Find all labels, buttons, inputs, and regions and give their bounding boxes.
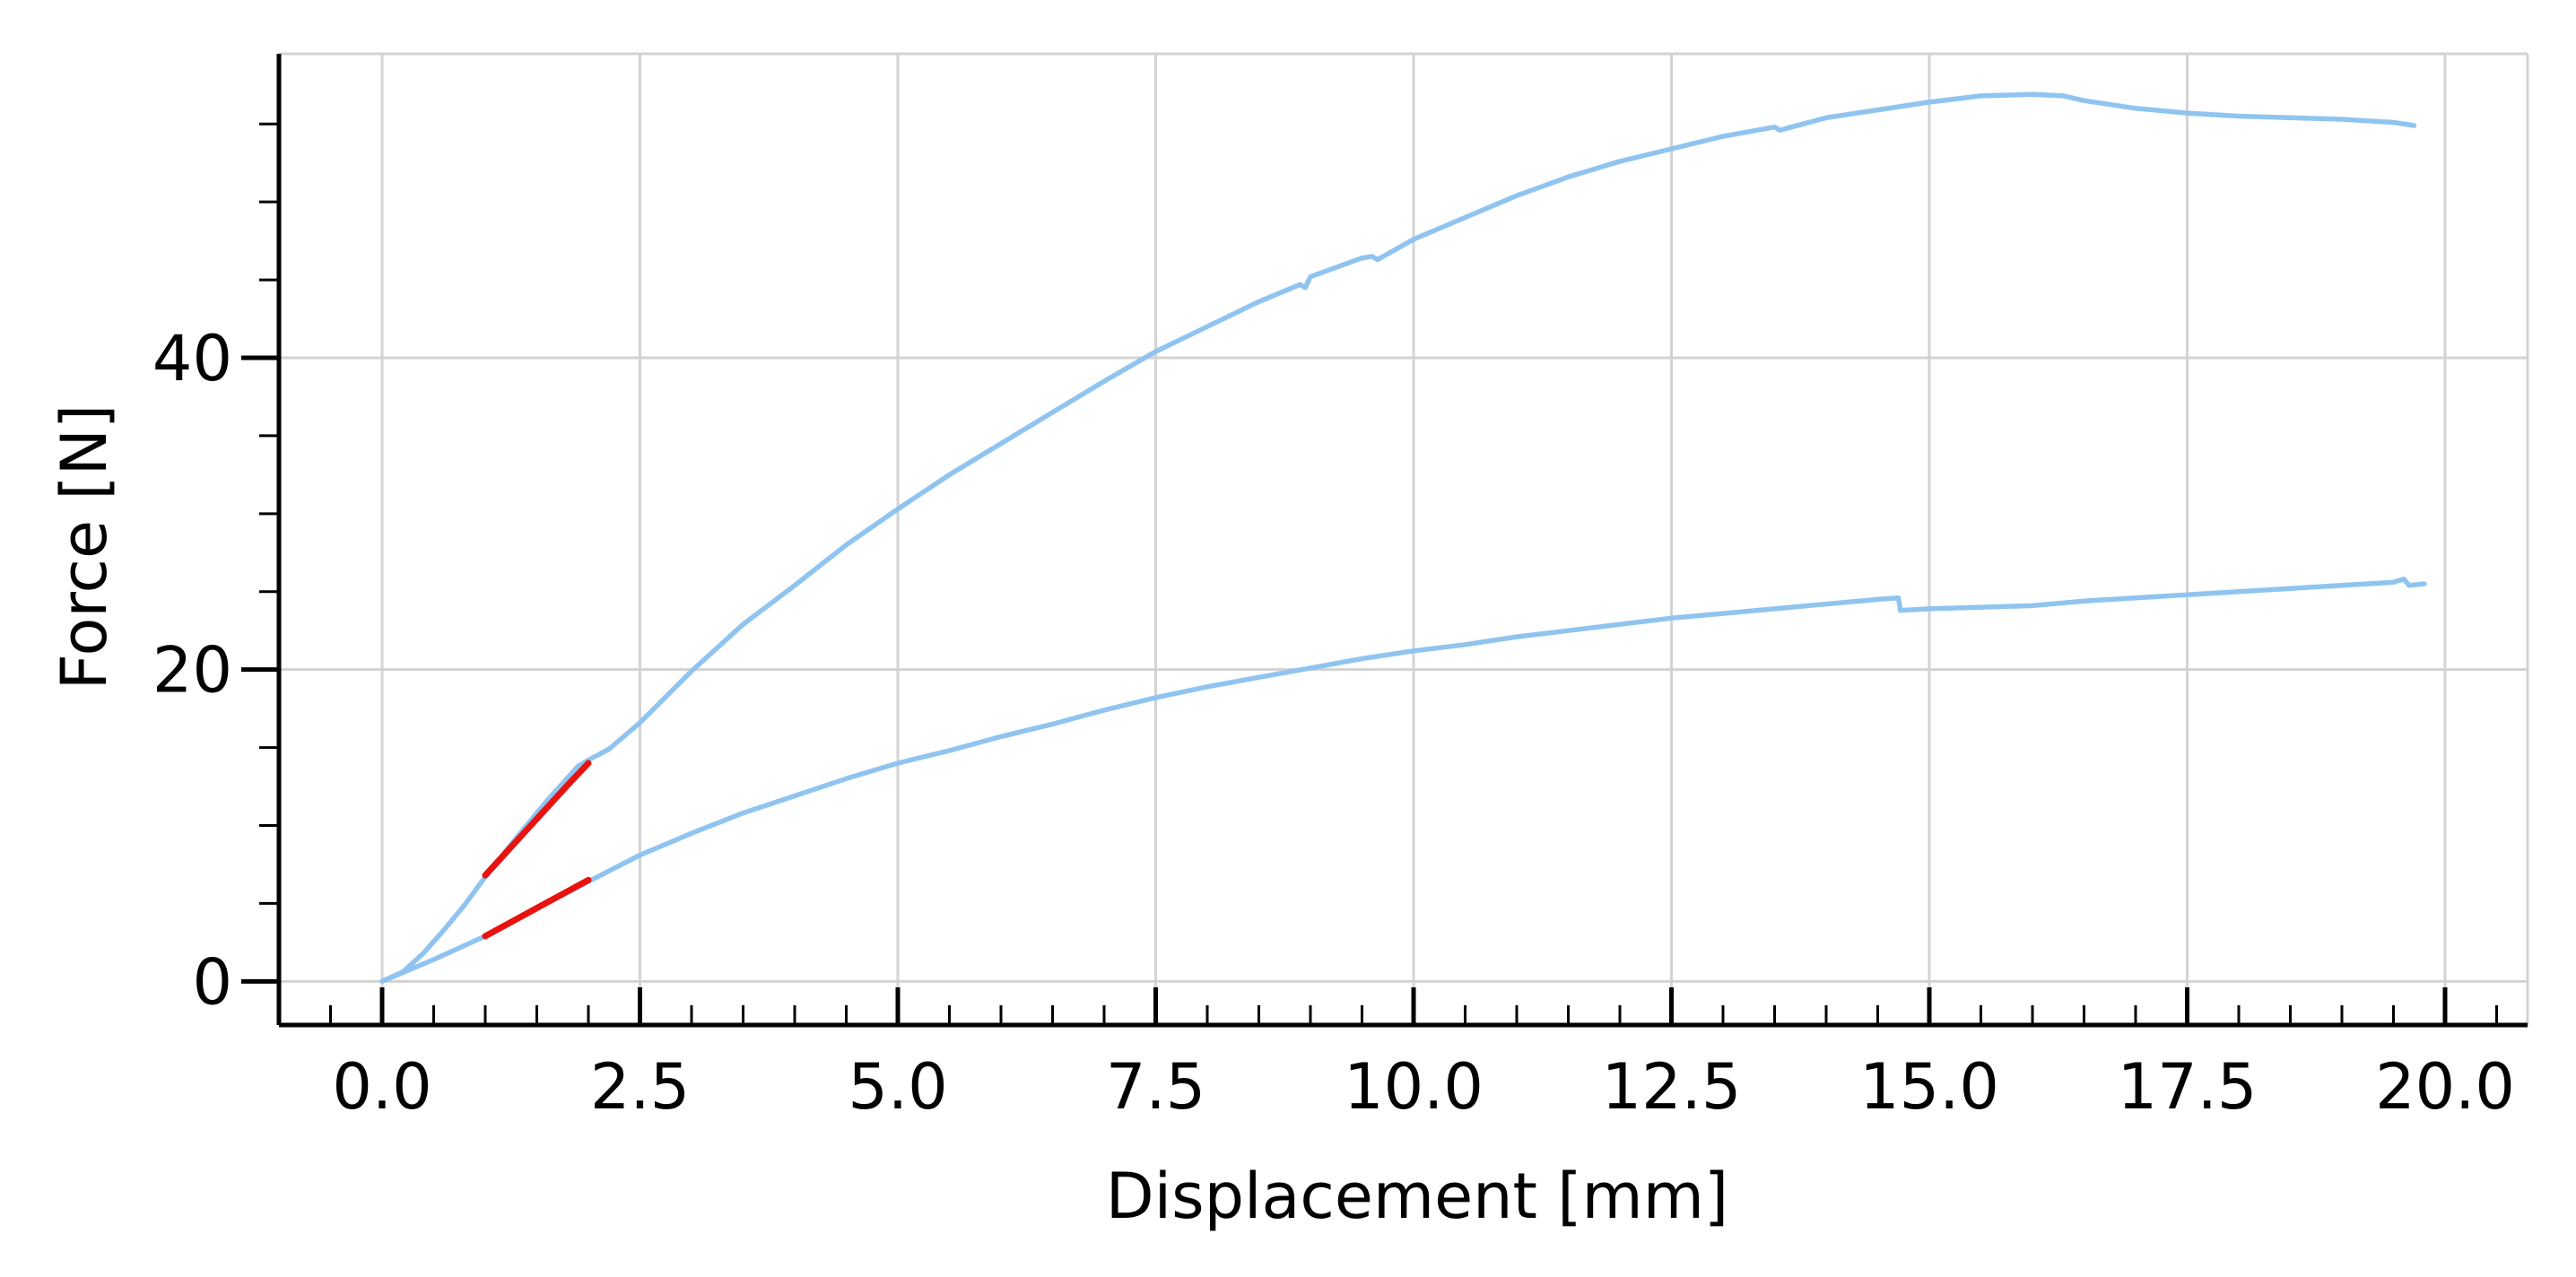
fit-line-2 — [482, 760, 592, 879]
y-tick-label: 40 — [152, 322, 232, 395]
curve-line-1 — [379, 577, 2427, 985]
tick-marks — [241, 122, 2498, 1025]
plot-frame — [279, 52, 2529, 1025]
x-tick-label: 10.0 — [1344, 1050, 1484, 1124]
x-tick-label: 15.0 — [1859, 1050, 1999, 1124]
x-tick-label: 12.5 — [1602, 1050, 1742, 1124]
y-tick-label: 0 — [192, 945, 232, 1019]
tick-labels: 0.0 2.5 5.0 7.5 10.0 12.5 15.0 17.5 20.0 0 20 40 — [152, 322, 2515, 1124]
fit-line-3 — [482, 876, 592, 940]
x-axis-title: Displacement [mm] — [1106, 1160, 1728, 1233]
grid-lines — [279, 54, 2528, 1025]
x-tick-label: 17.5 — [2118, 1050, 2258, 1124]
y-tick-label: 20 — [152, 634, 232, 708]
x-tick-label: 2.5 — [590, 1050, 690, 1124]
x-tick-label: 5.0 — [848, 1050, 947, 1124]
x-tick-label: 0.0 — [332, 1050, 431, 1124]
x-tick-label: 7.5 — [1106, 1050, 1205, 1124]
x-tick-label: 20.0 — [2375, 1050, 2515, 1124]
data-series — [379, 91, 2427, 985]
axes — [276, 54, 2528, 1028]
curve-line-0 — [379, 91, 2417, 985]
y-axis-title: Force [N] — [48, 404, 121, 691]
